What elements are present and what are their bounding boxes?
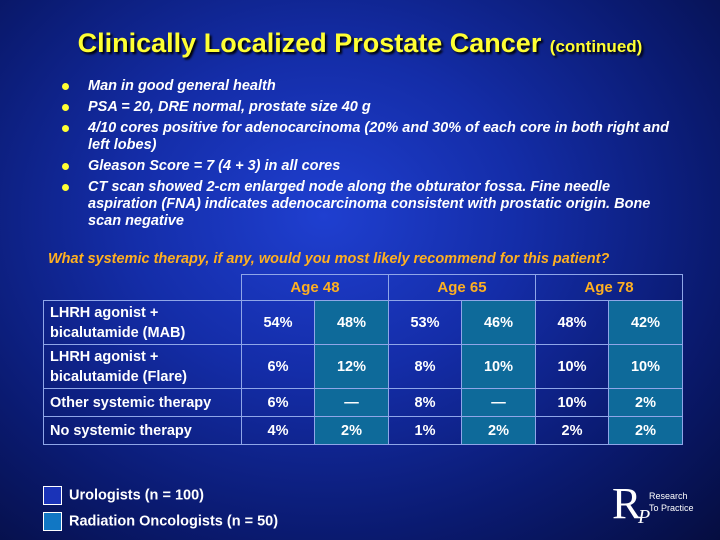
- results-table: Age 48 Age 65 Age 78 LHRH agonist + bical…: [43, 274, 683, 445]
- cell-radiation: 10%: [608, 344, 683, 389]
- cell-radiation: 46%: [461, 300, 536, 345]
- survey-question: What systemic therapy, if any, would you…: [48, 251, 610, 267]
- row-label: Other systemic therapy: [43, 388, 242, 417]
- cell-urologists: 53%: [388, 300, 462, 345]
- bullet-dot-icon: [62, 125, 69, 132]
- slide-title: Clinically Localized Prostate Cancer (co…: [0, 28, 720, 59]
- legend-swatch-icon: [43, 486, 62, 505]
- cell-radiation: 2%: [608, 388, 683, 417]
- bullet-dot-icon: [62, 163, 69, 170]
- age-header: Age 48: [241, 274, 389, 301]
- cell-urologists: 6%: [241, 388, 315, 417]
- row-label: LHRH agonist + bicalutamide (Flare): [43, 344, 242, 389]
- title-main: Clinically Localized Prostate Cancer: [77, 28, 542, 58]
- research-to-practice-logo: R P Research To Practice: [612, 479, 694, 528]
- bullet-item: 4/10 cores positive for adenocarcinoma (…: [62, 120, 682, 154]
- cell-radiation: 12%: [314, 344, 389, 389]
- cell-urologists: 2%: [535, 416, 609, 445]
- cell-radiation: 2%: [461, 416, 536, 445]
- row-label: LHRH agonist + bicalutamide (MAB): [43, 300, 242, 345]
- cell-radiation: 42%: [608, 300, 683, 345]
- table-row: Other systemic therapy 6% — 8% — 10% 2%: [43, 388, 683, 417]
- cell-urologists: 48%: [535, 300, 609, 345]
- legend-urologists: Urologists (n = 100): [43, 486, 204, 505]
- bullet-item: PSA = 20, DRE normal, prostate size 40 g: [62, 99, 682, 116]
- bullet-dot-icon: [62, 104, 69, 111]
- cell-urologists: 54%: [241, 300, 315, 345]
- cell-urologists: 10%: [535, 344, 609, 389]
- cell-radiation: 2%: [314, 416, 389, 445]
- cell-radiation: 2%: [608, 416, 683, 445]
- bullet-dot-icon: [62, 83, 69, 90]
- cell-urologists: 8%: [388, 388, 462, 417]
- table-row: LHRH agonist + bicalutamide (Flare) 6% 12…: [43, 344, 683, 389]
- cell-radiation: 10%: [461, 344, 536, 389]
- title-sub: (continued): [549, 37, 643, 56]
- bullet-item: Man in good general health: [62, 78, 682, 95]
- bullet-item: CT scan showed 2-cm enlarged node along …: [62, 179, 682, 230]
- cell-radiation: 48%: [314, 300, 389, 345]
- row-label: No systemic therapy: [43, 416, 242, 445]
- cell-urologists: 1%: [388, 416, 462, 445]
- table-row: No systemic therapy 4% 2% 1% 2% 2% 2%: [43, 416, 683, 445]
- bullet-item: Gleason Score = 7 (4 + 3) in all cores: [62, 158, 682, 175]
- age-header: Age 78: [535, 274, 683, 301]
- cell-urologists: 8%: [388, 344, 462, 389]
- cell-radiation: —: [314, 388, 389, 417]
- cell-urologists: 10%: [535, 388, 609, 417]
- cell-radiation: —: [461, 388, 536, 417]
- cell-urologists: 4%: [241, 416, 315, 445]
- case-bullets: Man in good general health PSA = 20, DRE…: [62, 78, 682, 234]
- table-row: LHRH agonist + bicalutamide (MAB) 54% 48%…: [43, 300, 683, 345]
- age-header: Age 65: [388, 274, 536, 301]
- legend-swatch-icon: [43, 512, 62, 531]
- table-header-row: Age 48 Age 65 Age 78: [43, 274, 683, 301]
- legend-radiation-oncologists: Radiation Oncologists (n = 50): [43, 512, 278, 531]
- cell-urologists: 6%: [241, 344, 315, 389]
- bullet-dot-icon: [62, 184, 69, 191]
